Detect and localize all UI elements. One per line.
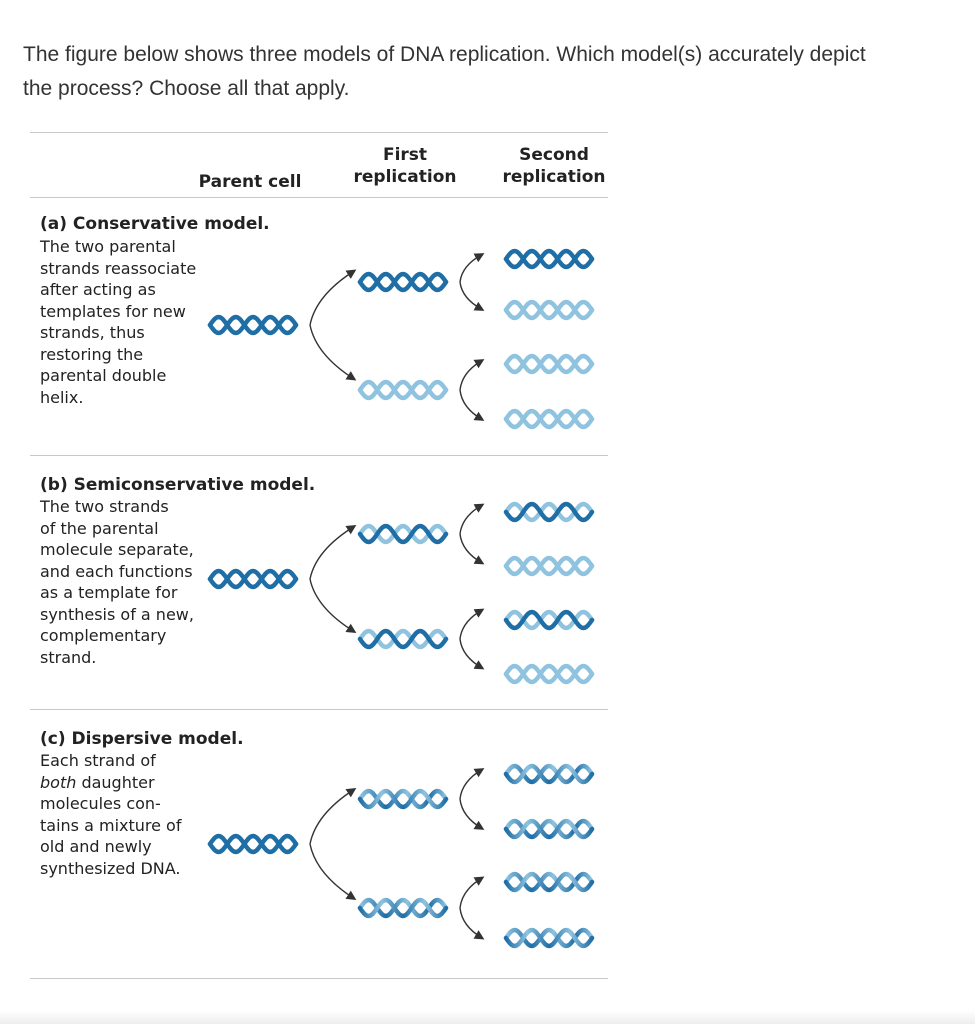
first-helix-b-2 bbox=[357, 628, 449, 650]
header-second-replication: Second replication bbox=[494, 144, 614, 188]
second-helix-b-2 bbox=[503, 555, 595, 577]
second-helix-c-2 bbox=[503, 818, 595, 840]
second-helix-b-4 bbox=[503, 663, 595, 685]
second-branch-arrow-c-2 bbox=[459, 876, 485, 940]
top-divider bbox=[30, 132, 608, 133]
first-branch-arrow-c bbox=[309, 787, 357, 901]
model-a-description: The two parental strands reassociate aft… bbox=[40, 237, 197, 407]
second-branch-arrow-a-1 bbox=[459, 253, 485, 311]
header-first-line-1: First bbox=[382, 145, 428, 165]
model-c-desc-line-2: daughter bbox=[76, 772, 155, 792]
model-c-desc-emphasis: both bbox=[40, 772, 77, 792]
model-b-title: (b) Semiconservative model. bbox=[40, 475, 316, 495]
model-a-title: (a) Conservative model. bbox=[40, 214, 270, 234]
header-second-line-1: Second bbox=[519, 145, 589, 165]
second-helix-b-1 bbox=[503, 501, 595, 523]
replication-diagram bbox=[207, 248, 595, 949]
question-line-1: The figure below shows three models of D… bbox=[23, 43, 866, 66]
parent-helix-a bbox=[207, 314, 299, 336]
first-helix-b-1 bbox=[357, 523, 449, 545]
model-c-description: Each strand of both daughter molecules c… bbox=[40, 750, 181, 879]
second-branch-arrow-b-1 bbox=[459, 503, 485, 565]
second-helix-a-3 bbox=[503, 353, 595, 375]
second-helix-a-1 bbox=[503, 248, 595, 270]
question-line-2: the process? Choose all that apply. bbox=[23, 77, 350, 100]
second-helix-a-4 bbox=[503, 408, 595, 430]
first-branch-arrow-a bbox=[309, 269, 357, 381]
second-branch-arrow-c-1 bbox=[459, 768, 485, 830]
parent-helix-b bbox=[207, 568, 299, 590]
model-c-desc-line-1: Each strand of bbox=[40, 751, 156, 770]
first-helix-a-1 bbox=[357, 271, 449, 293]
header-first-line-2: replication bbox=[353, 167, 457, 187]
header-first-replication: First replication bbox=[345, 144, 465, 188]
page-bottom-shade bbox=[0, 1010, 975, 1024]
bottom-divider bbox=[30, 978, 608, 979]
header-divider bbox=[30, 197, 608, 198]
second-helix-a-2 bbox=[503, 299, 595, 321]
second-helix-c-1 bbox=[503, 763, 595, 785]
divider-b-c bbox=[30, 709, 608, 710]
question-text: The figure below shows three models of D… bbox=[23, 38, 963, 106]
second-branch-arrow-b-2 bbox=[459, 608, 485, 670]
first-helix-c-2 bbox=[357, 897, 449, 919]
second-branch-arrow-a-2 bbox=[459, 359, 485, 421]
second-helix-c-3 bbox=[503, 871, 595, 893]
parent-helix-c bbox=[207, 833, 299, 855]
first-helix-a-2 bbox=[357, 379, 449, 401]
model-c-title: (c) Dispersive model. bbox=[40, 729, 244, 749]
divider-a-b bbox=[30, 455, 608, 456]
model-c-desc-rest: molecules con- tains a mixture of old an… bbox=[40, 794, 182, 878]
model-b-description: The two strands of the parental molecule… bbox=[40, 497, 194, 667]
second-helix-c-4 bbox=[503, 927, 595, 949]
dna-replication-figure: Parent cell First replication Second rep… bbox=[30, 132, 608, 982]
first-helix-c-1 bbox=[357, 788, 449, 810]
header-parent-cell: Parent cell bbox=[198, 172, 302, 192]
first-branch-arrow-b bbox=[309, 525, 357, 633]
second-helix-b-3 bbox=[503, 609, 595, 631]
header-second-line-2: replication bbox=[502, 167, 606, 187]
